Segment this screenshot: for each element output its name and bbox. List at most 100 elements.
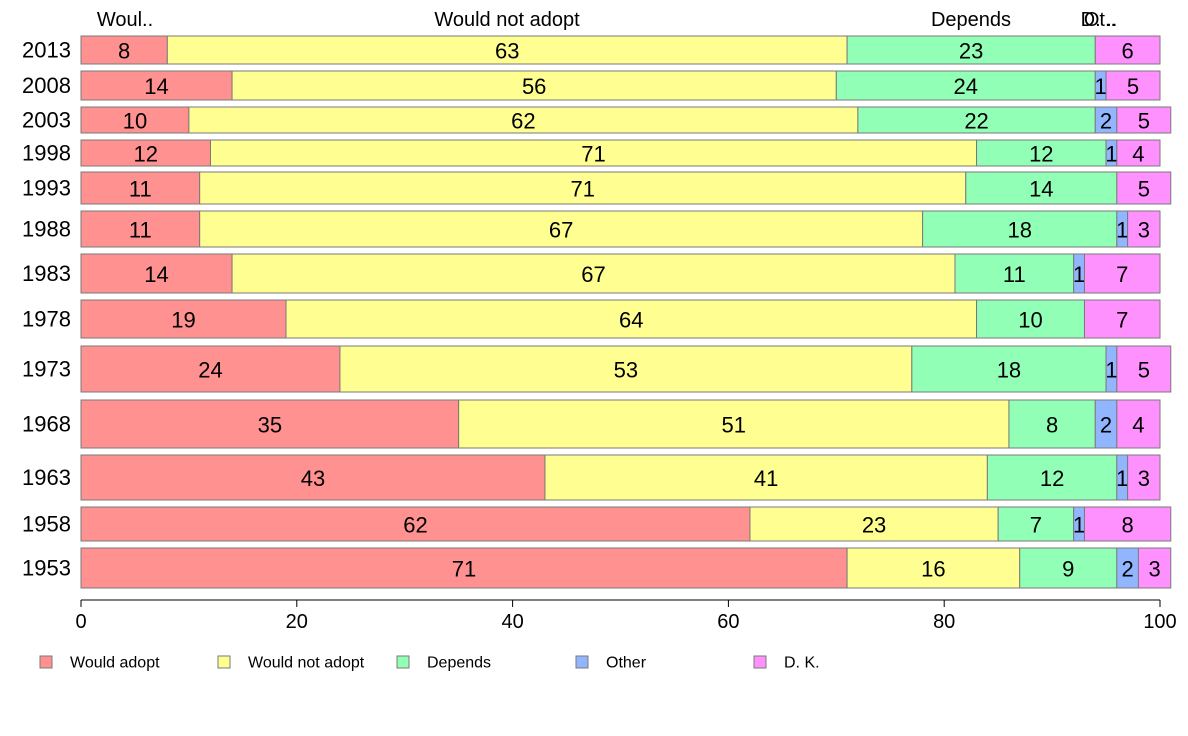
data-label: 71 bbox=[452, 557, 476, 582]
top-segment-labels: Woul.. Would not adopt Depends Ot..D. .. bbox=[97, 9, 1118, 31]
data-label: 14 bbox=[144, 262, 168, 287]
category-label: 1953 bbox=[22, 556, 71, 581]
bar-segment-would-adopt bbox=[80, 253, 233, 294]
bar-segment-depends bbox=[911, 345, 1107, 393]
data-label: 51 bbox=[722, 413, 746, 438]
data-label: 14 bbox=[144, 74, 168, 99]
data-label: 5 bbox=[1138, 358, 1150, 383]
bar-segment-d-k bbox=[1094, 35, 1161, 65]
data-label: 1 bbox=[1116, 466, 1128, 491]
legend-label: Would adopt bbox=[70, 655, 160, 672]
data-label: 16 bbox=[921, 557, 945, 582]
legend-item: Depends bbox=[396, 655, 491, 672]
bar-segment-depends bbox=[1008, 399, 1096, 449]
legend-swatch bbox=[396, 655, 410, 669]
x-axis: 0 20 40 60 80 100 bbox=[75, 599, 1177, 633]
data-label: 3 bbox=[1138, 218, 1150, 243]
data-label: 19 bbox=[171, 308, 195, 333]
data-label: 14 bbox=[1029, 177, 1053, 202]
x-tick-label: 80 bbox=[933, 611, 955, 633]
bar-segment-would-adopt bbox=[80, 106, 190, 134]
data-label: 12 bbox=[1040, 466, 1064, 491]
bar-segment-would-adopt bbox=[80, 454, 546, 501]
data-label: 3 bbox=[1138, 466, 1150, 491]
bar-segment-d-k bbox=[1116, 171, 1172, 205]
data-label: 1 bbox=[1105, 142, 1117, 167]
data-label: 3 bbox=[1148, 557, 1160, 582]
bar-row-2013: 2013 8 63 23 6 bbox=[22, 35, 1161, 65]
data-label: 43 bbox=[301, 466, 325, 491]
top-label: Would not adopt bbox=[434, 9, 580, 31]
bar-row-1973: 1973 24 53 18 1 5 bbox=[22, 345, 1172, 393]
category-label: 1963 bbox=[22, 465, 71, 490]
data-label: 4 bbox=[1132, 413, 1144, 438]
data-label: 62 bbox=[511, 109, 535, 134]
data-label: 7 bbox=[1030, 513, 1042, 538]
data-label: 18 bbox=[997, 358, 1021, 383]
data-label: 12 bbox=[1029, 142, 1053, 167]
data-label: 62 bbox=[403, 513, 427, 538]
legend-item: Other bbox=[575, 655, 647, 672]
legend-item: D. K. bbox=[753, 655, 820, 672]
data-label: 1 bbox=[1105, 358, 1117, 383]
bar-segment-depends bbox=[835, 70, 1096, 101]
data-label: 23 bbox=[862, 513, 886, 538]
data-label: 5 bbox=[1138, 177, 1150, 202]
bar-segment-would-not-adopt bbox=[166, 35, 848, 65]
data-label: 7 bbox=[1116, 262, 1128, 287]
bar-segment-d-k bbox=[1116, 106, 1172, 134]
bar-segment-d-k bbox=[1083, 506, 1172, 542]
x-tick-label: 60 bbox=[717, 611, 739, 633]
data-label: 24 bbox=[198, 358, 222, 383]
category-label: 1958 bbox=[22, 512, 71, 537]
bar-segment-would-not-adopt bbox=[749, 506, 999, 542]
data-label: 64 bbox=[619, 308, 643, 333]
bar-segment-would-adopt bbox=[80, 299, 287, 339]
x-tick-label: 40 bbox=[501, 611, 523, 633]
data-label: 8 bbox=[1046, 413, 1058, 438]
data-label: 67 bbox=[549, 218, 573, 243]
bar-segment-would-adopt bbox=[80, 345, 341, 393]
data-label: 11 bbox=[129, 177, 152, 202]
bar-segment-would-not-adopt bbox=[231, 253, 956, 294]
data-label: 8 bbox=[1122, 513, 1134, 538]
legend-swatch bbox=[753, 655, 767, 669]
data-label: 4 bbox=[1132, 142, 1144, 167]
category-label: 1988 bbox=[22, 217, 71, 242]
x-tick-label: 0 bbox=[75, 611, 86, 633]
data-label: 63 bbox=[495, 39, 519, 64]
data-label: 56 bbox=[522, 74, 546, 99]
data-label: 18 bbox=[1007, 218, 1031, 243]
category-label: 1998 bbox=[22, 141, 71, 166]
bar-segment-d-k bbox=[1127, 210, 1161, 248]
bar-segment-would-adopt bbox=[80, 506, 751, 542]
bar-segment-d-k bbox=[1116, 345, 1172, 393]
bar-segment-d-k bbox=[1083, 253, 1161, 294]
bar-segment-would-adopt bbox=[80, 171, 201, 205]
data-label: 1 bbox=[1073, 513, 1085, 538]
data-label: 41 bbox=[754, 466, 778, 491]
bar-segment-depends bbox=[954, 253, 1075, 294]
data-label: 53 bbox=[614, 358, 638, 383]
category-label: 1993 bbox=[22, 176, 71, 201]
bar-segment-would-adopt bbox=[80, 70, 233, 101]
data-label: 8 bbox=[118, 39, 130, 64]
bar-segment-would-not-adopt bbox=[209, 139, 978, 167]
bar-segment-d-k bbox=[1105, 70, 1161, 101]
legend-swatch bbox=[575, 655, 589, 669]
data-label: 24 bbox=[954, 74, 978, 99]
bar-segment-would-adopt bbox=[80, 35, 168, 65]
data-label: 1 bbox=[1073, 262, 1085, 287]
data-label: 71 bbox=[570, 177, 594, 202]
category-label: 1968 bbox=[22, 412, 71, 437]
bar-segment-would-not-adopt bbox=[188, 106, 859, 134]
bar-segment-d-k bbox=[1083, 299, 1161, 339]
data-label: 5 bbox=[1127, 74, 1139, 99]
bar-segment-would-not-adopt bbox=[231, 70, 837, 101]
legend-item: Would not adopt bbox=[217, 655, 365, 672]
data-label: 1 bbox=[1095, 74, 1107, 99]
bar-row-1958: 1958 62 23 7 1 8 bbox=[22, 506, 1172, 542]
bar-segment-depends bbox=[922, 210, 1118, 248]
bar-segment-depends bbox=[846, 35, 1096, 65]
legend: Would adopt Would not adopt Depends Other D.… bbox=[39, 655, 820, 672]
